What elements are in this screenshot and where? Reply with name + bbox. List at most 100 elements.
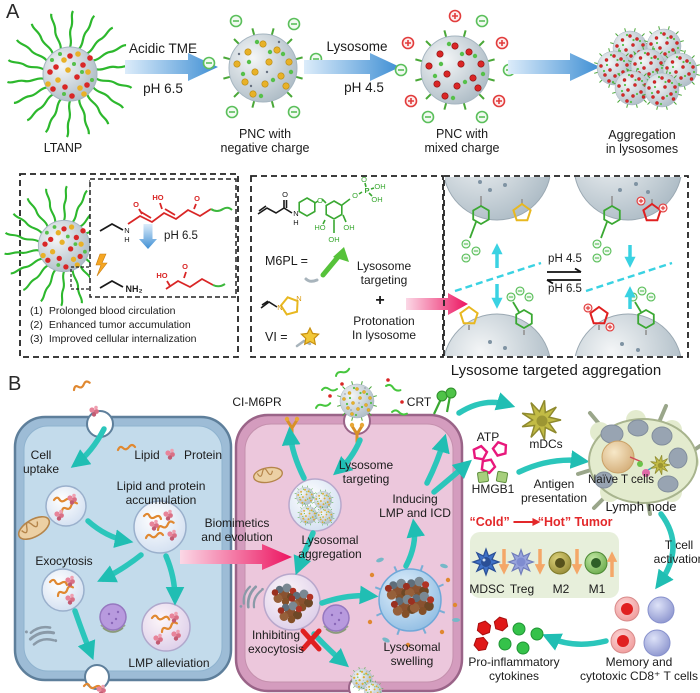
to-lmp-arrow (163, 553, 185, 606)
crt-pins (433, 387, 457, 415)
aggregated-nanoparticles (593, 25, 700, 111)
svg-text:P: P (364, 186, 369, 195)
zoom-region-outline (70, 266, 95, 290)
lysosome-targeting-legend: Lysosome targeting (356, 259, 412, 287)
separation-line-left (454, 261, 542, 293)
antigen-presentation-arrow (516, 450, 590, 475)
pnc-negative-label: PNC with negative charge (220, 127, 310, 156)
lymph-node-label: Lymph node (605, 499, 677, 514)
inhibiting-exocytosis-label: Inhibiting exocytosis (247, 628, 305, 656)
arrow2-bottom-label: pH 4.5 (344, 80, 384, 95)
maleic-acid-structure: NH₂ HO O (99, 262, 226, 294)
panel-a-tag: A (6, 1, 20, 23)
arrow2-top-label: Lysosome (326, 39, 388, 54)
lysosome-targeting-label: Lysosome targeting (338, 458, 394, 486)
mdsc-label: MDSC (469, 582, 505, 596)
pnc-mixed-nanoparticle (394, 9, 516, 124)
to-mdc-arrow (456, 392, 516, 416)
protonation-legend: Protonation In lysosome (351, 314, 417, 342)
pnc-mixed-label: PNC with mixed charge (424, 127, 500, 156)
exocytosis-exit-arrow (72, 608, 96, 661)
svg-text:O: O (133, 200, 139, 209)
svg-text:N: N (296, 294, 301, 303)
cold-hot-tumor-label: “Cold” “Hot” Tumor (469, 515, 613, 529)
panel-a-mid-box: O N H O O P O OH OH HO OH OH N N (250, 175, 444, 358)
aggregation-label: Aggregation in lysosomes (605, 128, 679, 157)
atp-icons (471, 439, 510, 476)
uptake-vesicle (45, 485, 87, 527)
ltanp-nanoparticle (6, 9, 134, 139)
nucleus-icon (322, 604, 350, 634)
treg-icon (508, 549, 534, 575)
hmgb1-icons (477, 470, 509, 484)
svg-text:O: O (282, 190, 288, 199)
biomimetics-label: Biomimetics and evolution (201, 516, 273, 544)
nucleus-icon (99, 603, 127, 633)
lysosome-targeting-arrow (333, 437, 363, 476)
right-box-ph-bottom: pH 6.5 (548, 283, 582, 295)
process-arrows (70, 392, 676, 668)
atp-label: ATP (476, 430, 500, 444)
svg-text:OH: OH (343, 223, 354, 232)
targeting-nanoparticle (314, 366, 409, 444)
lipid-label: Lipid (134, 448, 160, 462)
right-box-ph-top: pH 4.5 (548, 253, 582, 265)
cytokine-release-arrow (542, 633, 609, 651)
svg-text:H: H (293, 218, 298, 227)
crt-label: CRT (406, 395, 432, 409)
naive-t-cell-cluster-icon (601, 440, 635, 474)
ph-down-arrow (139, 224, 157, 249)
accumulation-arrow (85, 518, 134, 548)
benefit-item-3: (3) Improved cellular internalization (30, 333, 197, 345)
chemistry-inset-box (89, 178, 237, 298)
left-box-ph-label: pH 6.5 (164, 230, 198, 242)
lysosome-arrow (304, 53, 400, 81)
biomimetics-evolution-arrow (180, 544, 292, 570)
benefit-item-1: (1) Prolonged blood circulation (30, 305, 176, 317)
aggregation-arrow (508, 53, 600, 81)
svg-text:O: O (352, 191, 358, 200)
cd8-t-cells (610, 596, 675, 657)
ci-m6pr-label: CI-M6PR (232, 395, 282, 409)
cytokine-icons (472, 615, 544, 655)
to-receptor-arrow (281, 426, 307, 481)
memory-cd8-label: Memory and cytotoxic CD8⁺ T cells (580, 655, 698, 683)
mdc-cell-icon (521, 399, 562, 441)
proinflammatory-cytokines-label: Pro-inflammatory cytokines (468, 655, 560, 683)
damp-release-arrow (431, 459, 472, 495)
vi-icon (295, 327, 320, 348)
lmp-vesicle (141, 602, 191, 652)
aggregation-transition-arrow (406, 293, 468, 315)
lysosomal-swelling-label: Lysosomal swelling (383, 640, 441, 668)
arrow1-top-label: Acidic TME (128, 41, 198, 56)
lightning-icon (95, 253, 108, 277)
lmp-alleviation-label: LMP alleviation (128, 656, 210, 670)
ltanp-label: LTANP (43, 141, 83, 155)
protein-label: Protein (183, 448, 223, 462)
svg-text:HO: HO (156, 271, 167, 280)
accumulation-vesicle (133, 500, 187, 554)
svg-text:HO: HO (152, 193, 163, 202)
repulsion-attraction-arrows (491, 243, 636, 309)
to-exocytosis-arrow (97, 552, 144, 583)
mdcs-label: mDCs (529, 437, 563, 451)
vinyl-imidazole-structure: N N (260, 294, 302, 317)
svg-text:O: O (182, 262, 188, 271)
panel-a-right-box (443, 175, 689, 358)
panel-b-tag: B (8, 373, 22, 395)
lysosome-surfaces (445, 177, 682, 356)
m6pl-ligand-icon (304, 247, 349, 283)
cell-uptake-label: Cell uptake (22, 448, 60, 476)
benefit-item-2: (2) Enhanced tumor accumulation (30, 319, 191, 331)
equilibrium-arrows (546, 267, 582, 285)
t-cell-activation-arrow (655, 511, 676, 590)
exocytosis-label: Exocytosis (35, 554, 93, 568)
acidic-tme-arrow (125, 53, 218, 81)
svg-text:O: O (317, 196, 323, 205)
svg-text:O: O (194, 194, 200, 203)
crt-exposure-arrow (424, 433, 450, 486)
vi-label: VI = (265, 330, 288, 344)
svg-text:N: N (124, 226, 129, 235)
